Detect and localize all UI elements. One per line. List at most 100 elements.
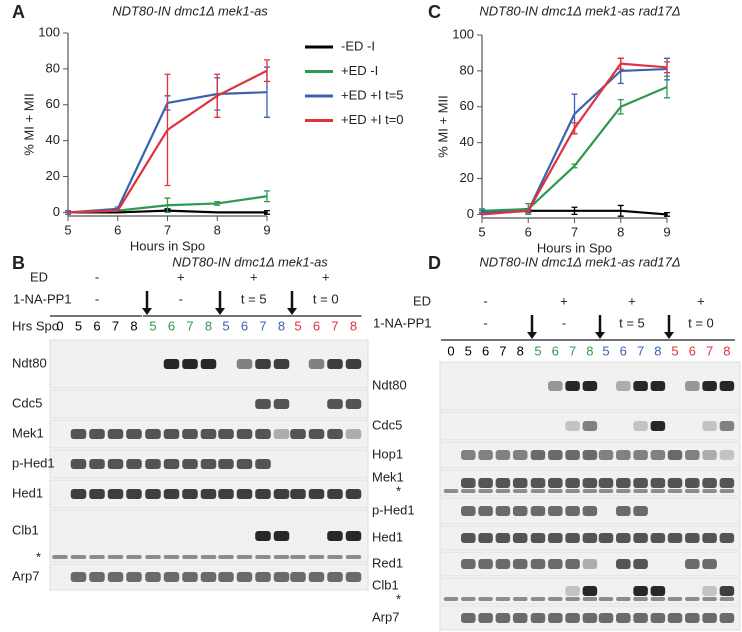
band <box>145 572 161 582</box>
band <box>512 478 528 488</box>
band <box>126 459 142 469</box>
band <box>345 489 362 499</box>
band <box>163 429 180 439</box>
lane-label: 7 <box>569 343 576 358</box>
band <box>719 586 735 596</box>
band <box>478 597 493 601</box>
band <box>345 531 362 541</box>
row-label: Hed1 <box>372 529 403 544</box>
band <box>273 399 290 409</box>
ed-label: ED <box>413 293 431 308</box>
row-label: Cdc5 <box>372 417 402 432</box>
band <box>650 533 666 543</box>
band <box>461 506 476 516</box>
band <box>70 555 87 559</box>
row-label: p-Hed1 <box>12 455 55 470</box>
band <box>145 459 161 469</box>
lane-label: 7 <box>186 318 193 333</box>
lane-label: 6 <box>689 343 696 358</box>
error-bar <box>664 211 670 217</box>
band <box>200 359 217 369</box>
error-bar <box>214 200 221 206</box>
band <box>126 429 142 439</box>
band <box>565 478 580 488</box>
error-bar <box>264 190 270 203</box>
band <box>236 459 253 469</box>
arrow-head <box>287 308 297 315</box>
x-tick-label: 6 <box>525 224 532 239</box>
band <box>598 478 614 488</box>
band <box>89 429 105 439</box>
band <box>685 489 700 493</box>
band <box>255 359 271 369</box>
band <box>345 399 362 409</box>
band <box>89 459 105 469</box>
band <box>182 555 198 559</box>
band <box>530 506 546 516</box>
y-tick-label: 60 <box>460 98 474 113</box>
time-label: Hrs Spo <box>12 318 59 333</box>
band <box>70 572 87 582</box>
band <box>461 559 476 569</box>
band <box>218 459 234 469</box>
band <box>582 559 598 569</box>
band <box>719 489 735 493</box>
lane-label: 8 <box>654 343 661 358</box>
band <box>565 421 580 431</box>
row-label: Mek1 <box>372 469 404 484</box>
row-label: Mek1 <box>12 425 44 440</box>
error-bar <box>571 163 578 169</box>
band <box>512 489 528 493</box>
band <box>461 478 476 488</box>
ed-sign: + <box>628 293 636 308</box>
band <box>512 559 528 569</box>
band <box>582 533 598 543</box>
band <box>633 506 648 516</box>
band <box>107 572 124 582</box>
band <box>582 506 598 516</box>
band <box>308 429 325 439</box>
band <box>163 555 180 559</box>
band <box>702 533 717 543</box>
band <box>236 429 253 439</box>
drug-condition: - <box>562 315 566 330</box>
band <box>107 459 124 469</box>
row-label: p-Hed1 <box>372 502 415 517</box>
error-bar <box>264 209 270 215</box>
drug-condition: - <box>95 291 99 306</box>
lane-label: 5 <box>149 318 156 333</box>
panel-label: B <box>12 253 25 273</box>
lane-label: 6 <box>93 318 100 333</box>
band <box>163 359 180 369</box>
lane-label: 6 <box>168 318 175 333</box>
band <box>308 359 325 369</box>
band <box>345 572 362 582</box>
band <box>719 421 735 431</box>
row-note: * <box>36 549 41 564</box>
band <box>702 613 717 623</box>
band <box>200 429 217 439</box>
band <box>565 506 580 516</box>
band <box>443 597 459 601</box>
band <box>530 597 546 601</box>
band <box>327 489 343 499</box>
band <box>685 533 700 543</box>
band <box>650 613 666 623</box>
band <box>327 555 343 559</box>
row-label: Arp7 <box>12 568 39 583</box>
band <box>495 450 511 460</box>
row-label: Hop1 <box>372 446 403 461</box>
row-label: Ndt80 <box>372 377 407 392</box>
error-bar <box>617 57 624 70</box>
x-axis-label: Hours in Spo <box>130 238 205 253</box>
error-bar <box>664 61 670 74</box>
band <box>200 459 217 469</box>
band <box>255 531 271 541</box>
band <box>616 381 631 391</box>
y-tick-label: 80 <box>460 62 474 77</box>
band <box>495 489 511 493</box>
ed-sign: + <box>697 293 705 308</box>
ed-sign: + <box>177 269 185 284</box>
band <box>512 506 528 516</box>
